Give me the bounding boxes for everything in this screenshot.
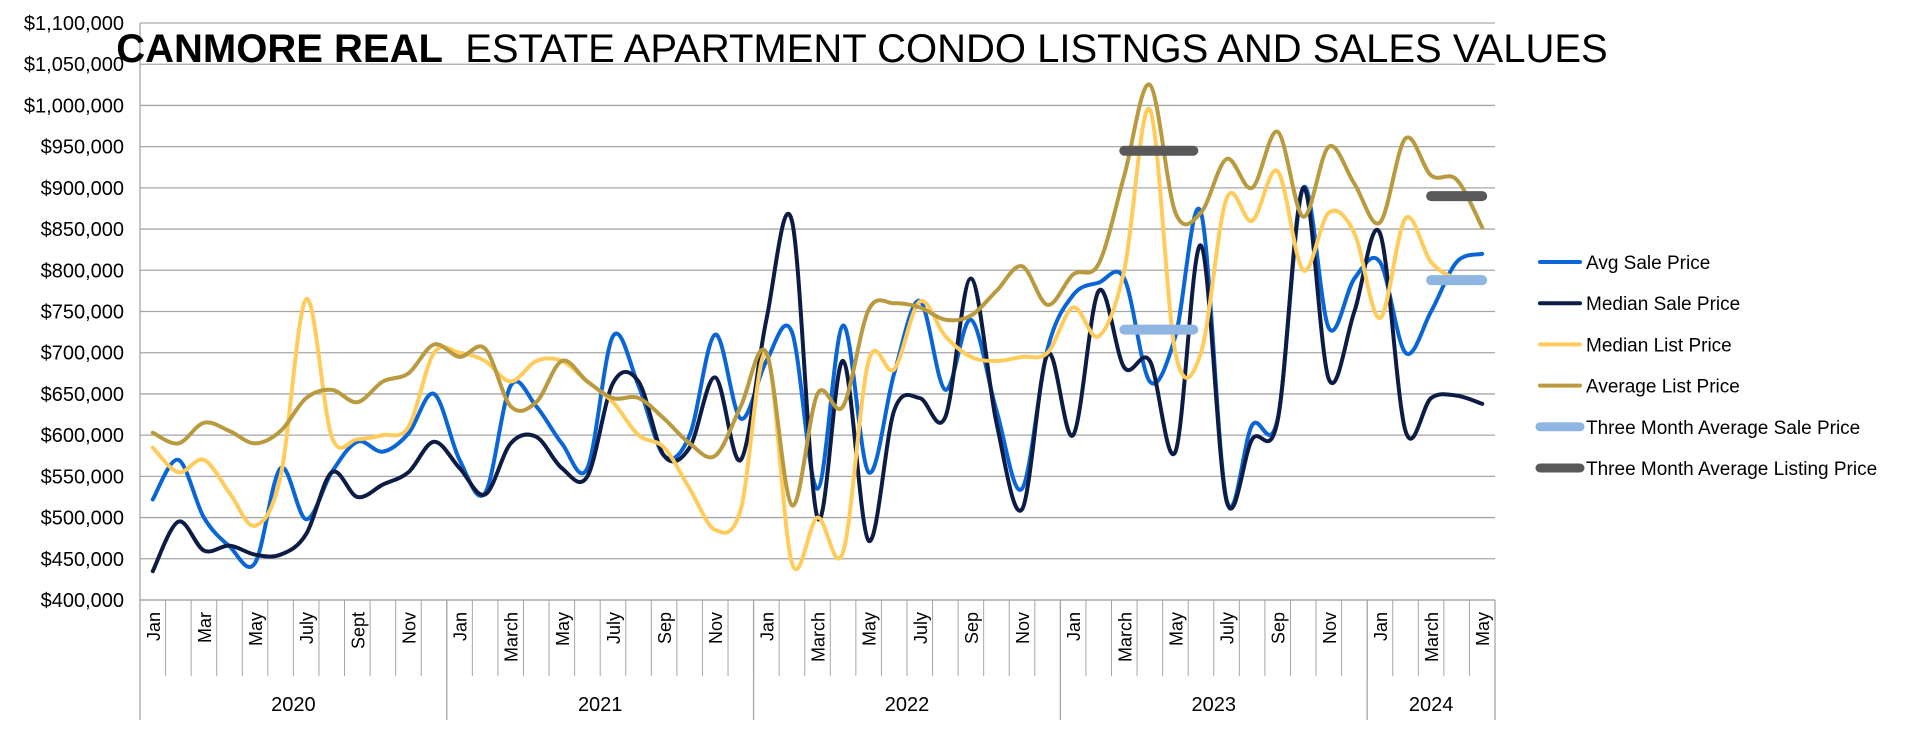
x-tick-label: Jan — [757, 612, 777, 641]
year-labels: 2020 2021 2022 2023 2024 — [271, 694, 1453, 716]
legend-label: Median List Price — [1586, 335, 1732, 356]
year-label: 2024 — [1409, 694, 1454, 716]
x-tick-label: July — [297, 612, 317, 644]
x-axis-tick-labels: Jan Mar May July Sept Nov Jan March May July Sep No… — [144, 612, 1493, 662]
series-line-median-sale-price — [150, 185, 1485, 574]
average-segments — [1119, 145, 1488, 335]
x-tick-label: Jan — [1371, 612, 1391, 641]
y-tick-label: $900,000 — [41, 178, 124, 200]
series-line-median-list-price — [150, 106, 1485, 572]
x-tick-label: May — [553, 612, 573, 646]
y-tick-label: $400,000 — [41, 590, 124, 612]
x-tick-label: Jan — [144, 612, 164, 641]
x-tick-label: Nov — [1013, 612, 1033, 644]
x-tick-label: Nov — [1320, 612, 1340, 644]
x-tick-label: March — [809, 612, 829, 662]
year-label: 2022 — [885, 694, 930, 716]
x-tick-label: Sep — [1269, 612, 1289, 644]
chart-title: CANMORE REAL ESTATE APARTMENT CONDO LIST… — [116, 27, 1607, 71]
legend-label: Avg Sale Price — [1586, 253, 1710, 274]
y-tick-label: $550,000 — [41, 466, 124, 488]
x-tick-label: Nov — [706, 612, 726, 644]
y-tick-label: $600,000 — [41, 425, 124, 447]
x-tick-label: Sep — [962, 612, 982, 644]
y-axis-tick-labels: $400,000 $450,000 $500,000 $550,000 $600,000… — [24, 13, 124, 612]
y-tick-label: $500,000 — [41, 508, 124, 530]
y-tick-label: $700,000 — [41, 343, 124, 365]
x-tick-label: Nov — [399, 612, 419, 644]
x-tick-label: Jan — [451, 612, 471, 641]
x-tick-label: March — [502, 612, 522, 662]
year-label: 2020 — [271, 694, 316, 716]
axes — [139, 23, 1496, 720]
y-tick-label: $1,100,000 — [24, 13, 124, 35]
x-tick-label: May — [1166, 612, 1186, 646]
x-tick-label: July — [911, 612, 931, 644]
legend-label: Average List Price — [1586, 377, 1740, 398]
x-tick-label: May — [1473, 612, 1493, 646]
y-tick-label: $950,000 — [41, 137, 124, 159]
series-lines — [150, 82, 1485, 574]
y-tick-label: $1,050,000 — [24, 54, 124, 76]
year-label: 2023 — [1192, 694, 1237, 716]
x-tick-label: July — [1218, 612, 1238, 644]
y-tick-label: $850,000 — [41, 219, 124, 241]
y-tick-label: $650,000 — [41, 384, 124, 406]
x-tick-label: May — [860, 612, 880, 646]
x-tick-label: Sep — [655, 612, 675, 644]
x-tick-label: March — [1115, 612, 1135, 662]
legend-label: Median Sale Price — [1586, 294, 1740, 315]
legend-label: Three Month Average Listing Price — [1586, 459, 1877, 480]
chart-title-bold: CANMORE REAL — [116, 27, 443, 71]
x-tick-label: March — [1422, 612, 1442, 662]
series-line-average-list-price — [150, 82, 1485, 508]
chart-title-rest-text: ESTATE APARTMENT CONDO LISTNGS AND SALES… — [465, 27, 1608, 71]
x-tick-label: Jan — [1064, 612, 1084, 641]
x-tick-label: Mar — [195, 612, 215, 643]
x-tick-label: July — [604, 612, 624, 644]
legend: Avg Sale Price Median Sale Price Median Li… — [1535, 253, 1877, 480]
chart-title-rest — [454, 27, 465, 71]
y-tick-label: $750,000 — [41, 302, 124, 324]
x-tick-label: Sept — [348, 612, 368, 649]
y-tick-label: $450,000 — [41, 549, 124, 571]
y-tick-label: $800,000 — [41, 260, 124, 282]
x-tick-label: May — [246, 612, 266, 646]
year-label: 2021 — [578, 694, 623, 716]
y-tick-label: $1,000,000 — [24, 95, 124, 117]
legend-label: Three Month Average Sale Price — [1586, 418, 1860, 439]
series-line-avg-sale-price — [150, 184, 1485, 569]
